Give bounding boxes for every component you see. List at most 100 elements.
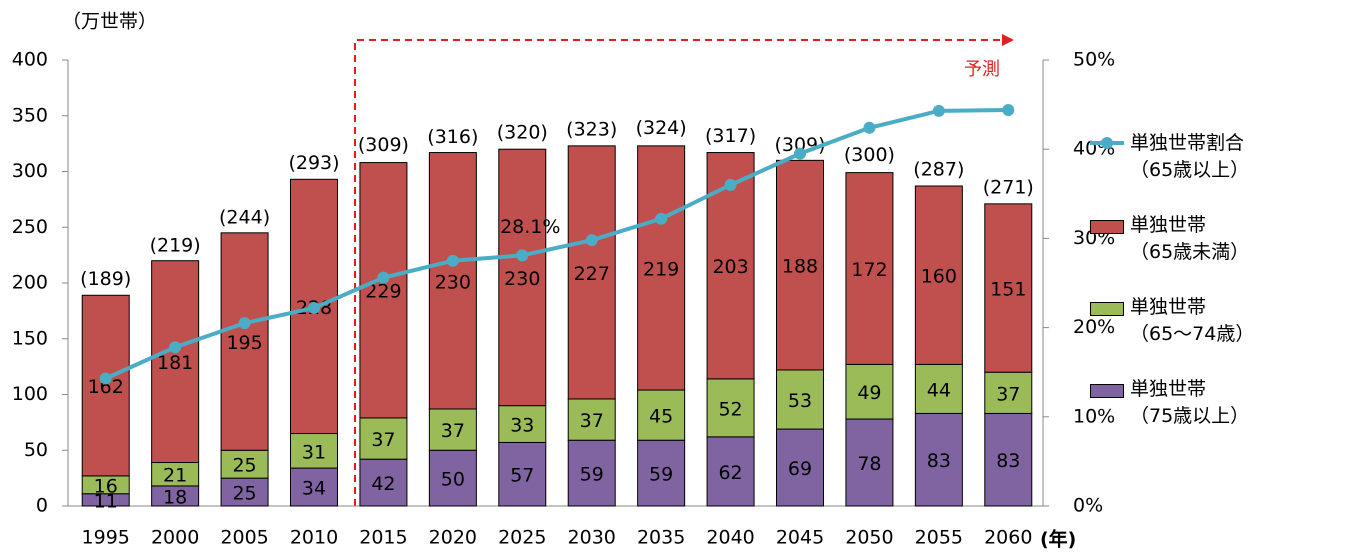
y-tick-label: 350 [12, 104, 48, 126]
y-tick-label: 0 [36, 495, 48, 517]
bar-segment [290, 433, 338, 469]
y-tick-label: 50 [24, 439, 48, 461]
x-tick-label: 2040 [706, 527, 754, 549]
total-label: (323) [566, 118, 617, 140]
bar-value-label: 78 [857, 453, 881, 475]
bar-segment [498, 441, 547, 507]
bar-segment [637, 439, 686, 507]
bar-value-label: 203 [712, 256, 748, 278]
total-label: (316) [427, 126, 478, 148]
line-marker [308, 301, 320, 314]
bar-segment [359, 417, 408, 460]
bar-value-label: 16 [94, 475, 118, 497]
bar-value-label: 44 [927, 379, 951, 401]
bar-value-label: 25 [232, 455, 256, 477]
bar-segment [984, 203, 1033, 373]
legend-entry: 単独世帯 （65歳未満） [1090, 212, 1360, 294]
x-tick-label: 2000 [151, 527, 199, 549]
y-tick-label: 200 [12, 272, 48, 294]
x-tick-label: 2030 [568, 527, 616, 549]
y-tick-label: 250 [12, 216, 48, 238]
line-marker [932, 104, 945, 117]
bar-segment [151, 260, 200, 464]
y-tick-label: 300 [12, 160, 48, 182]
bar-value-label: 18 [163, 486, 187, 508]
x-tick-label: 2010 [290, 527, 338, 549]
legend-entry: 単独世帯割合 （65歳以上） [1090, 130, 1360, 212]
bar-segment [567, 398, 616, 441]
bar-value-label: 37 [441, 420, 465, 442]
bar-value-label: 59 [649, 464, 673, 486]
total-label: (317) [705, 125, 756, 147]
legend-swatch [1090, 302, 1124, 316]
line-marker [99, 372, 112, 385]
y-tick-label: 150 [12, 327, 48, 349]
bar-value-label: 53 [788, 390, 812, 412]
bar-value-label: 62 [718, 462, 742, 484]
legend-label: 単独世帯 （75歳以上） [1130, 378, 1250, 427]
bar-value-label: 151 [990, 279, 1026, 301]
forecast-label: 予測 [964, 59, 1000, 80]
x-tick-label: 2060 [984, 527, 1032, 549]
x-tick-label: 2055 [915, 527, 963, 549]
bar-value-label: 83 [996, 450, 1020, 472]
line-marker [1002, 103, 1015, 116]
bar-value-label: 59 [580, 464, 604, 486]
x-axis-label: (年) [1040, 528, 1076, 551]
total-label: (219) [150, 234, 201, 256]
total-label: (300) [844, 144, 895, 166]
bar-segment [290, 467, 338, 507]
line-marker [655, 212, 668, 225]
bar-value-label: 34 [302, 478, 326, 500]
line-marker [724, 178, 737, 191]
forecast-arrow [1002, 34, 1014, 46]
bar-segment [220, 232, 269, 451]
bar-segment [428, 152, 477, 410]
bar-value-label: 50 [441, 469, 465, 491]
x-tick-label: 2020 [429, 527, 477, 549]
bar-value-label: 21 [163, 465, 187, 487]
line-marker [169, 341, 182, 354]
total-label: (271) [983, 176, 1034, 198]
bar-value-label: 195 [226, 332, 262, 354]
bar-value-label: 172 [851, 259, 887, 281]
bar-value-label: 31 [302, 441, 326, 463]
bar-value-label: 37 [996, 383, 1020, 405]
line-marker [377, 271, 390, 284]
bar-segment [914, 185, 963, 365]
y-tick-label: 400 [12, 49, 48, 71]
y2-tick-label: 20% [1073, 316, 1115, 338]
bar-segment [498, 148, 547, 407]
bar-value-label: 33 [510, 415, 534, 437]
line [104, 107, 1009, 381]
y2-tick-label: 10% [1073, 405, 1115, 427]
bar-value-label: 45 [649, 406, 673, 428]
x-tick-label: 2005 [220, 527, 268, 549]
line-marker [794, 147, 806, 160]
total-label: (287) [913, 158, 964, 180]
bar-value-label: 219 [643, 258, 679, 280]
legend-swatch [1090, 220, 1124, 234]
bar-segment [914, 363, 963, 414]
legend-entry: 単独世帯 （75歳以上） [1090, 376, 1360, 458]
total-label: (244) [219, 206, 270, 228]
y-tick-label: 100 [12, 383, 48, 405]
bar-segment [567, 145, 616, 400]
x-tick-label: 2015 [359, 527, 407, 549]
bar-value-label: 49 [857, 382, 881, 404]
line-marker [238, 317, 251, 330]
bar-value-label: 230 [435, 271, 471, 293]
y-axis-label: （万世帯） [62, 11, 157, 33]
line-marker [863, 121, 876, 134]
bar-value-label: 25 [232, 483, 256, 505]
bar-value-label: 230 [504, 268, 540, 290]
legend: 単独世帯割合 （65歳以上） 単独世帯 （65歳未満） 単独世帯 （65～74歳） 単… [1090, 130, 1360, 458]
x-tick-label: 1995 [82, 527, 130, 549]
bar-value-label: 229 [365, 281, 401, 303]
bar-value-label: 83 [927, 450, 951, 472]
legend-label: 単独世帯割合 （65歳以上） [1130, 132, 1250, 181]
bar-segment [220, 477, 269, 507]
bar-segment [637, 145, 686, 391]
legend-marker [1101, 137, 1113, 149]
